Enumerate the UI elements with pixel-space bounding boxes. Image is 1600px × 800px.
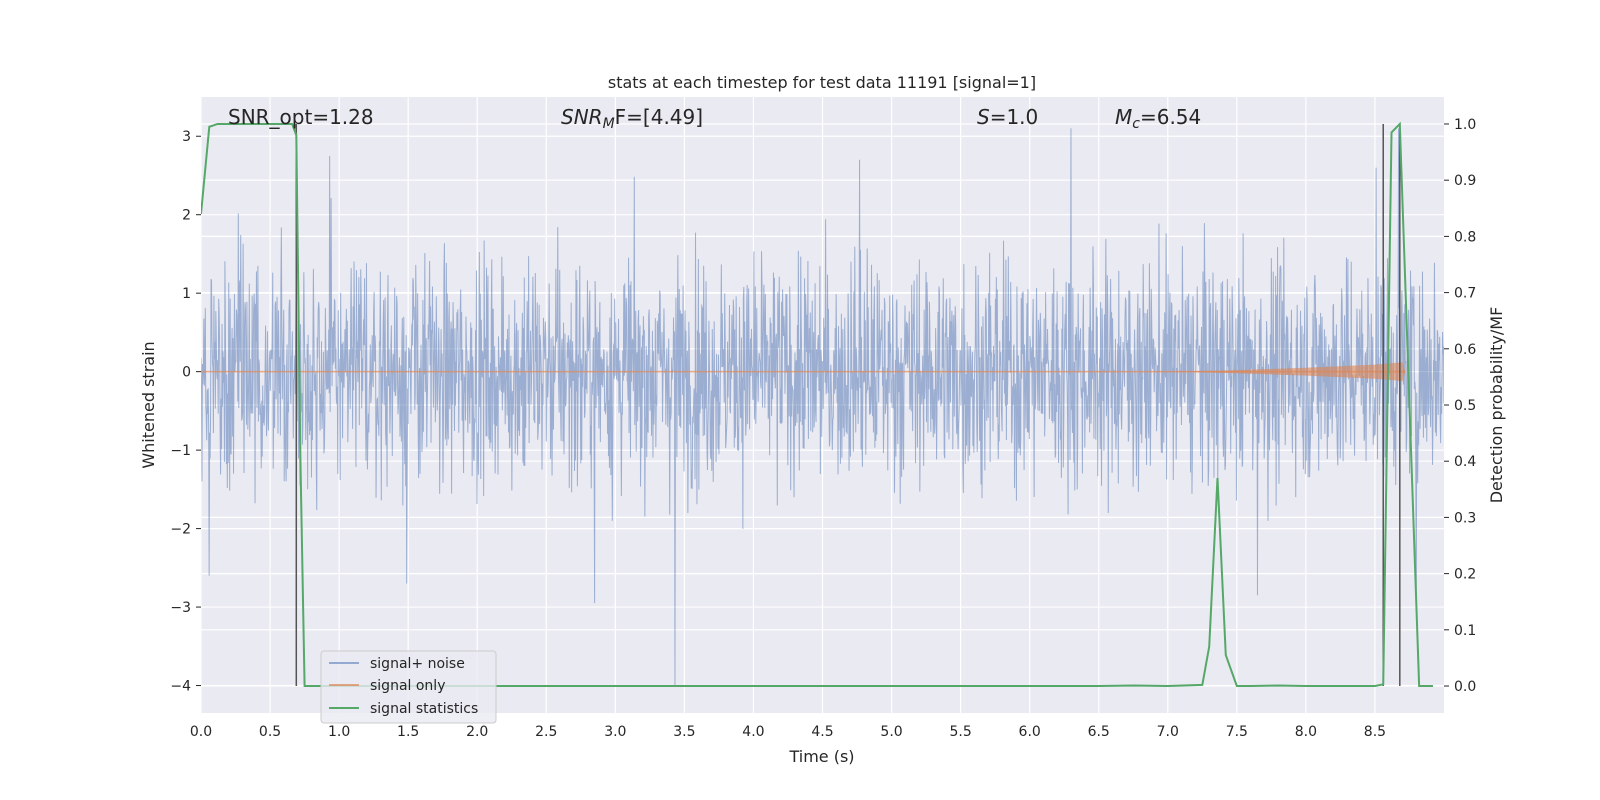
- s-var: S: [977, 105, 990, 129]
- y2-tick-label: 0.9: [1454, 173, 1476, 189]
- y2-tick-label: 1.0: [1454, 117, 1476, 133]
- x-tick-label: 8.0: [1295, 724, 1317, 740]
- y2-tick-label: 0.4: [1454, 454, 1476, 470]
- chart-title: stats at each timestep for test data 111…: [608, 73, 1036, 92]
- y2-tick-label: 0.8: [1454, 229, 1476, 245]
- legend-label-statistics: signal statistics: [370, 701, 478, 717]
- x-tick-label: 7.0: [1157, 724, 1179, 740]
- x-tick-label: 6.5: [1088, 724, 1110, 740]
- y2-tick-label: 0.5: [1454, 398, 1476, 414]
- y2-tick-label: 0.3: [1454, 510, 1476, 526]
- y-axis-ticks: 3 2 1 0 −1 −2 −3 −4: [170, 129, 201, 695]
- series-signal-noise: [201, 128, 1444, 686]
- y2-tick-label: 0.6: [1454, 342, 1476, 358]
- annotation-snr-mf: SNRMF=[4.49]: [561, 105, 703, 132]
- mc-sub: c: [1132, 116, 1140, 132]
- noise-line: [201, 128, 1444, 686]
- y2-tick-label: 0.2: [1454, 567, 1476, 583]
- x-tick-label: 4.0: [742, 724, 764, 740]
- x-tick-label: 2.0: [466, 724, 488, 740]
- x-tick-label: 6.0: [1019, 724, 1041, 740]
- y-tick-label: −3: [170, 600, 191, 616]
- y-tick-label: −2: [170, 522, 191, 538]
- detection-markers: [295, 123, 1401, 687]
- plot-area: [201, 121, 1444, 688]
- y2-tick-label: 0.0: [1454, 679, 1476, 695]
- y2-tick-label: 0.1: [1454, 623, 1476, 639]
- y-tick-label: 1: [182, 286, 191, 302]
- y-axis-label: Whitened strain: [139, 341, 158, 468]
- y2-tick-label: 0.7: [1454, 286, 1476, 302]
- y-tick-label: 3: [182, 129, 191, 145]
- x-tick-label: 4.5: [811, 724, 833, 740]
- snr-mf-sub: M: [603, 116, 615, 132]
- legend-label-noise: signal+ noise: [370, 656, 465, 672]
- y2-axis-ticks: 1.0 0.9 0.8 0.7 0.6 0.5 0.4 0.3 0.2 0.1 0.0: [1444, 117, 1476, 695]
- statistics-line: [201, 121, 1433, 688]
- annotation-mc: Mc=6.54: [1115, 105, 1201, 132]
- mc-base: M: [1115, 105, 1132, 129]
- x-tick-label: 1.5: [397, 724, 419, 740]
- y-tick-label: 2: [182, 208, 191, 224]
- annotation-snr-opt: SNR_opt=1.28: [228, 105, 374, 129]
- x-tick-label: 0.0: [190, 724, 212, 740]
- legend: signal+ noise signal only signal statist…: [320, 650, 497, 724]
- x-tick-label: 8.5: [1364, 724, 1386, 740]
- legend-label-signal: signal only: [370, 678, 445, 694]
- series-signal-statistics: [201, 121, 1433, 688]
- x-tick-label: 0.5: [259, 724, 281, 740]
- s-rest: =1.0: [990, 105, 1039, 129]
- legend-box: [320, 650, 497, 724]
- snr-mf-rest: F=[4.49]: [615, 105, 703, 129]
- y2-axis-label: Detection probability/MF: [1487, 307, 1506, 504]
- x-tick-label: 2.5: [535, 724, 557, 740]
- x-tick-label: 7.5: [1226, 724, 1248, 740]
- mc-rest: =6.54: [1140, 105, 1201, 129]
- x-axis-ticks: 0.0 0.5 1.0 1.5 2.0 2.5 3.0 3.5 4.0 4.5 5.0 5.5 6.0 6…: [190, 724, 1386, 740]
- x-tick-label: 1.0: [328, 724, 350, 740]
- x-tick-label: 5.0: [880, 724, 902, 740]
- y-tick-label: 0: [182, 365, 191, 381]
- x-tick-label: 3.0: [604, 724, 626, 740]
- y-tick-label: −1: [170, 443, 191, 459]
- x-tick-label: 5.5: [949, 724, 971, 740]
- y-tick-label: −4: [170, 679, 191, 695]
- x-axis-label: Time (s): [788, 747, 854, 766]
- snr-mf-base: SNR: [561, 105, 603, 129]
- annotation-s: S=1.0: [977, 105, 1038, 129]
- series-signal-only: [201, 362, 1406, 382]
- x-tick-label: 3.5: [673, 724, 695, 740]
